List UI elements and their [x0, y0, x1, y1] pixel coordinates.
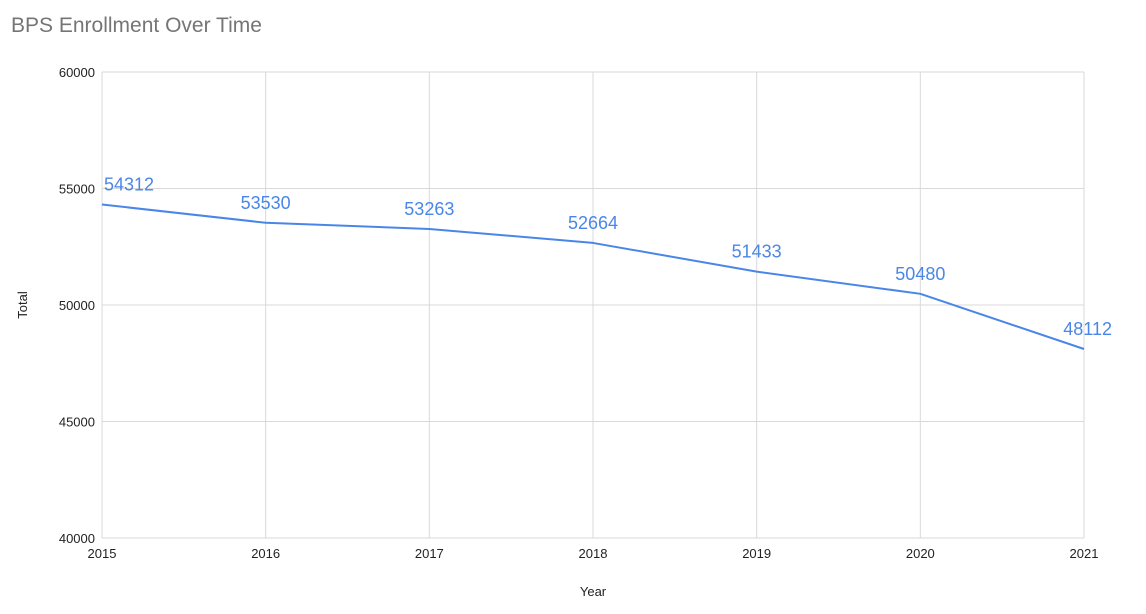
- y-tick-label: 60000: [59, 65, 95, 80]
- y-tick-label: 50000: [59, 298, 95, 313]
- y-tick-label: 55000: [59, 182, 95, 197]
- axis-labels: 40000 45000 50000 55000 60000 2015 2016 2017 201…: [59, 65, 1099, 561]
- chart-title: BPS Enrollment Over Time: [11, 14, 262, 37]
- data-label: 48112: [1063, 319, 1112, 339]
- x-tick-label: 2017: [415, 546, 444, 561]
- series-layer: [101, 203, 1085, 350]
- x-tick-label: 2021: [1070, 546, 1099, 561]
- data-labels: 54312 53530 53263 52664 51433 50480 48112: [104, 175, 1112, 339]
- data-label: 54312: [104, 175, 154, 195]
- data-label: 50480: [895, 264, 945, 284]
- data-label: 53530: [241, 193, 291, 213]
- grid-lines: [101, 71, 1085, 539]
- y-tick-label: 40000: [59, 531, 95, 546]
- data-label: 53263: [404, 199, 454, 219]
- x-tick-label: 2018: [579, 546, 608, 561]
- x-tick-label: 2016: [251, 546, 280, 561]
- data-label: 52664: [568, 213, 618, 233]
- x-axis-title: Year: [580, 584, 607, 599]
- data-label: 51433: [732, 242, 782, 262]
- y-tick-label: 45000: [59, 415, 95, 430]
- y-axis-title: Total: [15, 291, 30, 319]
- x-tick-label: 2020: [906, 546, 935, 561]
- series-line: [101, 203, 1085, 350]
- x-tick-label: 2015: [88, 546, 117, 561]
- x-tick-label: 2019: [742, 546, 771, 561]
